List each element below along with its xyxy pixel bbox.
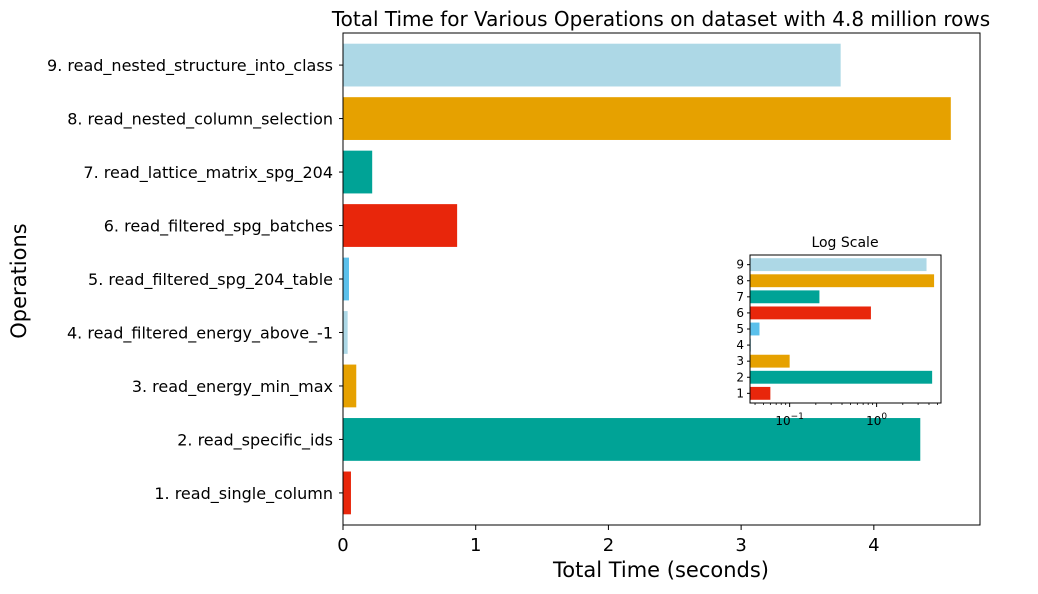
bar-5 <box>343 257 349 301</box>
main-x-tick-labels: 0 1 2 3 4 <box>337 525 880 556</box>
chart-title: Total Time for Various Operations on dat… <box>331 7 990 31</box>
y-tick-label: 7. read_lattice_matrix_spg_204 <box>83 163 333 183</box>
inset-y-tick-labels: 1 2 3 4 5 6 7 8 9 <box>736 258 750 400</box>
bar-9 <box>343 43 841 87</box>
inset-x-tick-label: 10−1 <box>775 412 804 428</box>
inset-y-tick-label: 6 <box>736 306 744 320</box>
bar-3 <box>343 364 357 408</box>
bar-4 <box>343 311 348 354</box>
inset-chart: Log Scale 1 2 3 4 5 6 7 8 9 10−1 100 <box>736 235 942 428</box>
x-tick-label: 2 <box>603 535 614 556</box>
x-axis-label: Total Time (seconds) <box>552 558 769 582</box>
y-tick-label: 9. read_nested_structure_into_class <box>47 56 333 76</box>
main-bars <box>343 43 951 515</box>
inset-y-tick-label: 7 <box>736 290 744 304</box>
bar-6 <box>343 204 458 247</box>
inset-bars <box>750 258 935 400</box>
y-tick-label: 2. read_specific_ids <box>177 430 333 450</box>
y-tick-label: 5. read_filtered_spg_204_table <box>88 270 333 290</box>
main-chart: Total Time for Various Operations on dat… <box>7 7 990 582</box>
inset-bar-6 <box>750 306 871 320</box>
inset-x-tick-labels: 10−1 100 <box>754 403 938 428</box>
bar-1 <box>343 471 351 515</box>
bar-7 <box>343 150 373 194</box>
inset-y-tick-label: 3 <box>736 354 744 368</box>
inset-bar-5 <box>750 322 760 336</box>
y-tick-label: 8. read_nested_column_selection <box>67 110 333 130</box>
y-tick-label: 1. read_single_column <box>154 484 333 504</box>
bar-2 <box>343 418 921 461</box>
bar-8 <box>343 97 951 140</box>
x-tick-label: 3 <box>735 535 746 556</box>
y-tick-label: 4. read_filtered_energy_above_-1 <box>67 323 333 343</box>
inset-y-tick-label: 5 <box>736 322 744 336</box>
x-tick-label: 4 <box>868 535 879 556</box>
inset-y-tick-label: 9 <box>736 258 744 272</box>
main-y-tick-labels: 1. read_single_column 2. read_specific_id… <box>47 56 343 504</box>
inset-y-tick-label: 8 <box>736 274 744 288</box>
x-tick-label: 1 <box>470 535 481 556</box>
inset-y-tick-label: 2 <box>736 370 744 384</box>
inset-bar-7 <box>750 290 820 304</box>
inset-bar-2 <box>750 370 933 384</box>
inset-bar-1 <box>750 386 771 400</box>
y-tick-label: 6. read_filtered_spg_batches <box>104 217 333 237</box>
inset-bar-3 <box>750 354 790 368</box>
inset-y-tick-label: 4 <box>736 338 744 352</box>
inset-bar-9 <box>750 258 927 272</box>
x-tick-label: 0 <box>337 535 348 556</box>
y-axis-label: Operations <box>7 223 31 338</box>
inset-bar-8 <box>750 274 935 288</box>
inset-y-tick-label: 1 <box>736 386 744 400</box>
inset-x-tick-label: 100 <box>866 412 887 428</box>
inset-title: Log Scale <box>811 235 878 251</box>
y-tick-label: 3. read_energy_min_max <box>132 377 333 397</box>
